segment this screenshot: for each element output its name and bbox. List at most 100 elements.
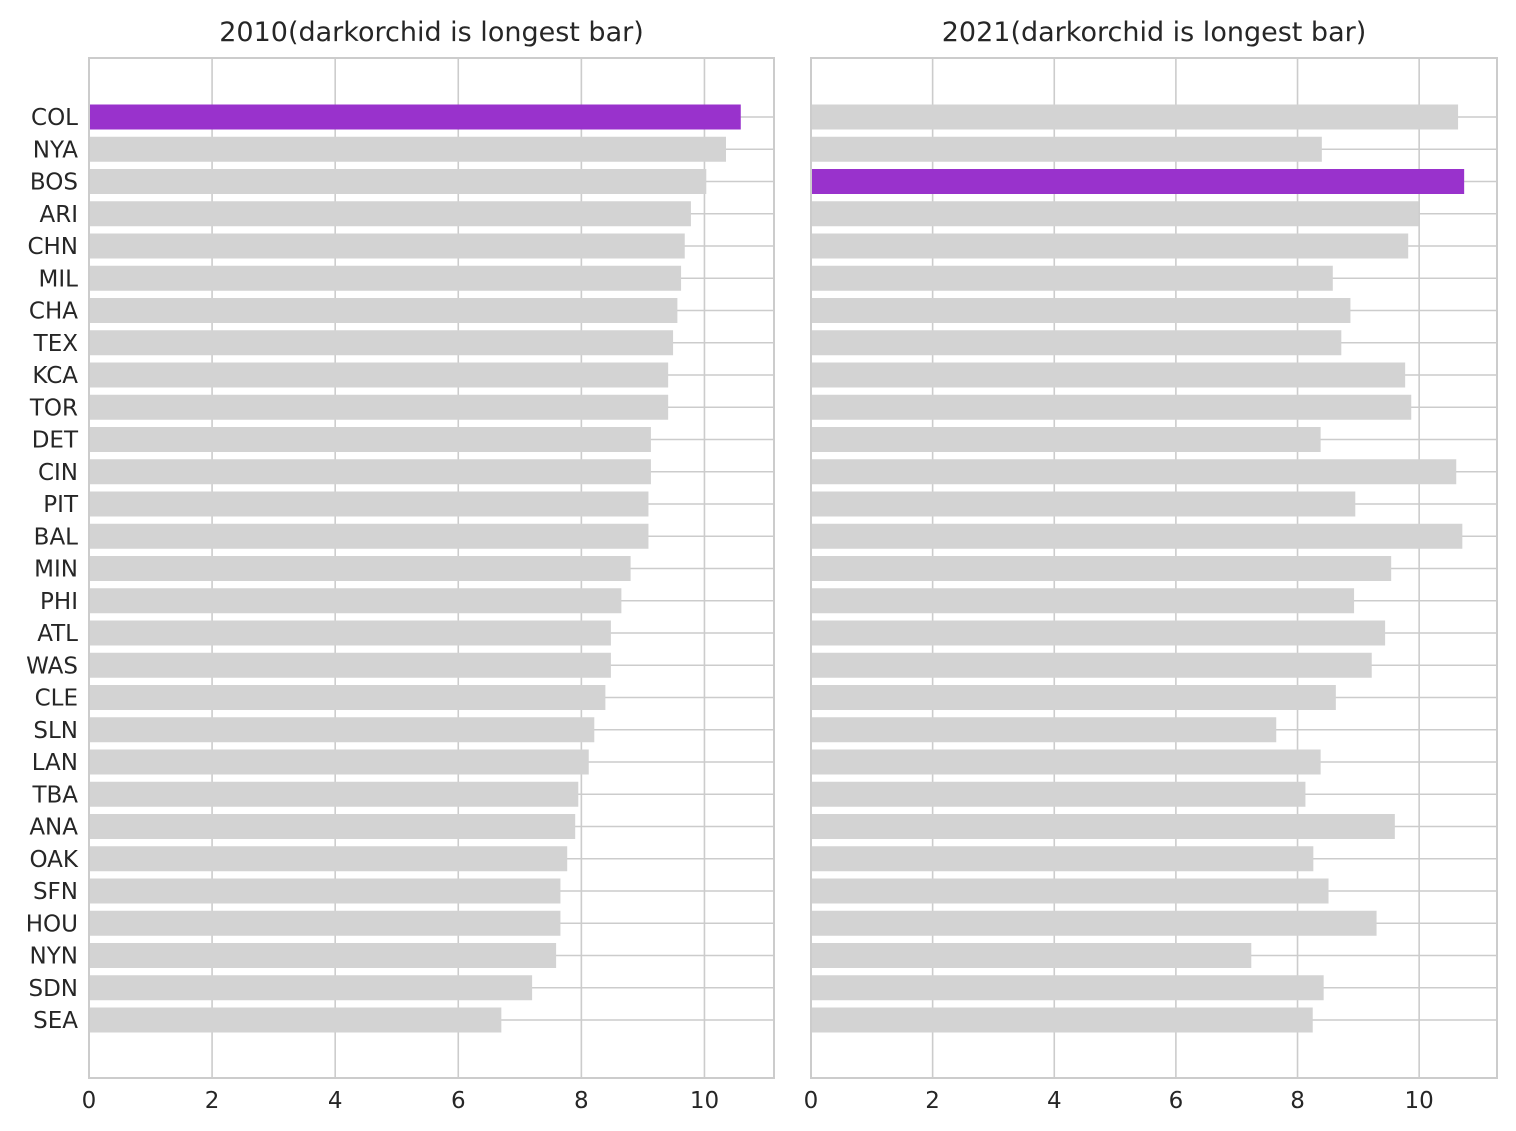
bar-kca: [90, 362, 669, 388]
y-tick-label: KCA: [32, 363, 78, 389]
x-tick-label: 4: [328, 1088, 343, 1114]
bar-hou: [812, 910, 1377, 936]
x-tick-label: 2: [925, 1088, 940, 1114]
bar-cin: [812, 459, 1457, 485]
x-tick-label: 0: [82, 1088, 97, 1114]
bar-kca: [812, 362, 1406, 388]
y-tick-label: COL: [31, 105, 78, 131]
x-tick-label: 6: [451, 1088, 466, 1114]
y-tick-label: SFN: [33, 879, 78, 905]
y-tick-label: PHI: [40, 589, 78, 615]
bar-atl: [90, 620, 611, 646]
bar-min: [812, 556, 1392, 581]
y-tick-label: SDN: [28, 976, 78, 1002]
x-tick-label: 0: [804, 1088, 819, 1114]
bar-tba: [812, 781, 1306, 807]
bar-tor: [812, 394, 1412, 420]
x-tick-label: 4: [1047, 1088, 1062, 1114]
bar-cin: [90, 459, 651, 485]
bar-chn: [90, 233, 685, 259]
y-tick-label: WAS: [26, 653, 78, 679]
y-tick-label: BAL: [34, 524, 79, 550]
y-tick-label: OAK: [29, 847, 78, 873]
bar-bos: [812, 169, 1465, 194]
y-tick-label: PIT: [43, 492, 79, 518]
bar-oak: [90, 846, 568, 872]
bar-sfn: [812, 878, 1329, 904]
plot-frame: [810, 57, 1498, 1079]
y-tick-label: LAN: [32, 750, 78, 776]
bar-min: [90, 556, 631, 581]
bar-pit: [90, 491, 649, 517]
bar-det: [90, 427, 651, 452]
bar-tba: [90, 781, 579, 807]
bar-group: [812, 104, 1465, 1033]
bar-cle: [90, 685, 606, 710]
bar-mil: [812, 265, 1333, 291]
bar-chn: [812, 233, 1409, 259]
bar-bal: [90, 523, 649, 549]
x-tick-label: 2: [205, 1088, 220, 1114]
bar-cha: [812, 298, 1351, 323]
bar-ari: [90, 201, 691, 227]
bar-mil: [90, 265, 682, 291]
x-tick-label: 6: [1169, 1088, 1184, 1114]
bar-nyn: [90, 943, 557, 968]
bar-col: [90, 104, 741, 130]
bar-lan: [812, 749, 1321, 775]
chart-panel-2010: 2010(darkorchid is longest bar) COL NYA BO…: [26, 17, 775, 1114]
y-tick-label: ATL: [37, 621, 78, 647]
plot-frame: [88, 57, 775, 1079]
y-tick-label: ANA: [29, 815, 78, 841]
y-tick-label: CIN: [38, 460, 78, 486]
bar-pit: [812, 491, 1356, 517]
bar-tex: [90, 330, 674, 356]
y-tick-label: DET: [32, 428, 79, 454]
bar-nya: [812, 136, 1322, 162]
x-tick-label: 10: [690, 1088, 719, 1114]
y-tick-labels: COL NYA BOS ARI CHN MIL CHA TEX KCA TOR DET CIN PIT B…: [26, 105, 79, 1034]
bar-det: [812, 427, 1321, 452]
y-tick-label: NYA: [33, 137, 78, 163]
bar-lan: [90, 749, 589, 775]
y-tick-label: BOS: [30, 170, 78, 196]
chart-title: 2021(darkorchid is longest bar): [942, 17, 1367, 48]
bar-oak: [812, 846, 1314, 872]
x-tick-label: 10: [1405, 1088, 1434, 1114]
bar-sdn: [812, 975, 1324, 1001]
x-tick-label: 8: [1290, 1088, 1305, 1114]
bar-cha: [90, 298, 678, 323]
y-tick-label: SLN: [33, 718, 78, 744]
x-tick-labels: 0 2 4 6 8 10: [82, 1088, 719, 1114]
bar-sln: [812, 717, 1277, 743]
bar-tex: [812, 330, 1342, 356]
bar-was: [812, 652, 1372, 678]
bar-nya: [90, 136, 726, 162]
bar-col: [812, 104, 1459, 130]
y-tick-label: TOR: [29, 395, 78, 421]
y-tick-label: TEX: [33, 331, 79, 357]
bar-sea: [812, 1007, 1313, 1033]
y-tick-label: CHA: [29, 299, 78, 325]
bar-was: [90, 652, 611, 678]
bar-phi: [90, 588, 622, 614]
bar-group: [90, 104, 741, 1033]
y-tick-label: CHN: [27, 234, 78, 260]
y-tick-label: MIN: [34, 557, 78, 583]
bar-ari: [812, 201, 1419, 227]
bar-phi: [812, 588, 1355, 614]
y-tick-label: MIL: [39, 266, 79, 292]
y-tick-label: ARI: [40, 202, 79, 228]
bar-nyn: [812, 943, 1252, 968]
chart-title: 2010(darkorchid is longest bar): [219, 17, 644, 48]
y-tick-label: CLE: [35, 686, 78, 712]
bar-sea: [90, 1007, 502, 1033]
bar-bal: [812, 523, 1463, 549]
bar-sln: [90, 717, 595, 743]
y-tick-label: NYN: [30, 944, 78, 970]
bar-sdn: [90, 975, 533, 1001]
bar-sfn: [90, 878, 561, 904]
bar-ana: [90, 814, 576, 839]
bar-ana: [812, 814, 1395, 839]
bar-cle: [812, 685, 1336, 710]
